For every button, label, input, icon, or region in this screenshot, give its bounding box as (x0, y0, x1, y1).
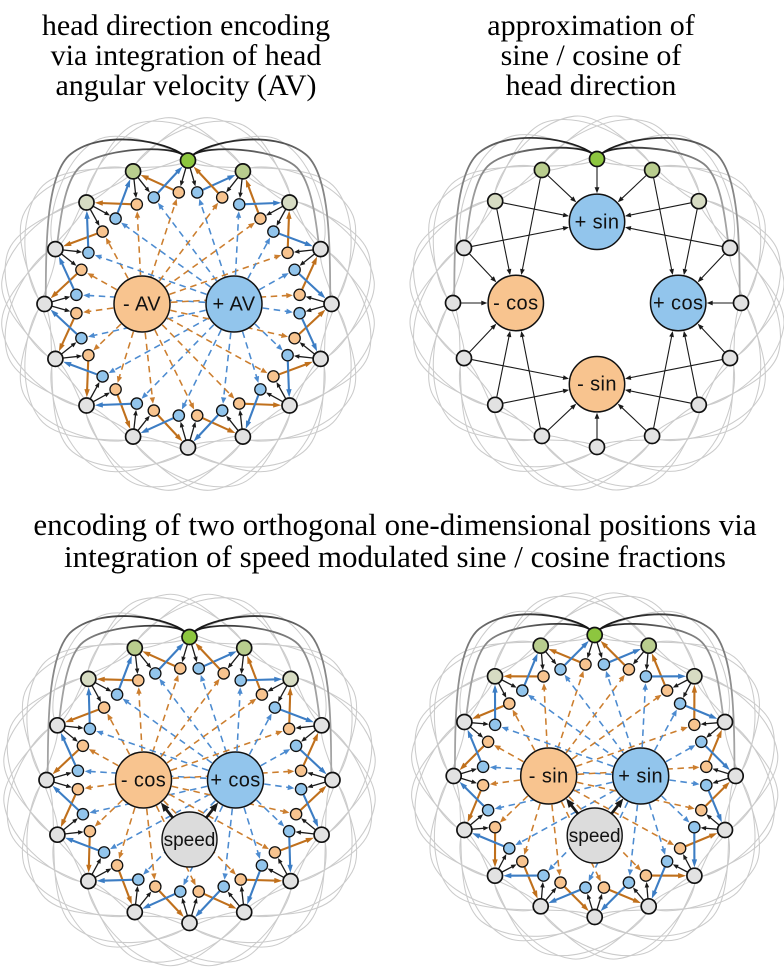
svg-text:approximation of: approximation of (487, 9, 694, 42)
svg-text:integration of speed modulated: integration of speed modulated sine / co… (64, 539, 726, 574)
svg-text:speed: speed (569, 826, 621, 847)
svg-text:via integration of head: via integration of head (51, 39, 322, 72)
svg-text:- cos: - cos (121, 770, 166, 792)
svg-text:+ sin: + sin (618, 766, 663, 788)
svg-text:+ sin: + sin (575, 211, 620, 233)
svg-text:head direction: head direction (506, 69, 677, 102)
svg-text:+ cos: + cos (210, 770, 260, 792)
svg-text:- sin: - sin (529, 766, 569, 788)
svg-text:angular velocity (AV): angular velocity (AV) (55, 69, 316, 102)
svg-text:+ AV: + AV (213, 294, 256, 316)
svg-text:speed: speed (164, 830, 216, 851)
svg-text:- AV: - AV (123, 294, 161, 316)
svg-text:head direction encoding: head direction encoding (42, 9, 330, 42)
svg-text:encoding of two orthogonal one: encoding of two orthogonal one-dimension… (33, 507, 756, 542)
svg-text:+ cos: + cos (653, 293, 703, 315)
svg-text:sine / cosine of: sine / cosine of (501, 39, 682, 72)
svg-text:- cos: - cos (493, 293, 538, 315)
svg-text:- sin: - sin (577, 374, 617, 396)
